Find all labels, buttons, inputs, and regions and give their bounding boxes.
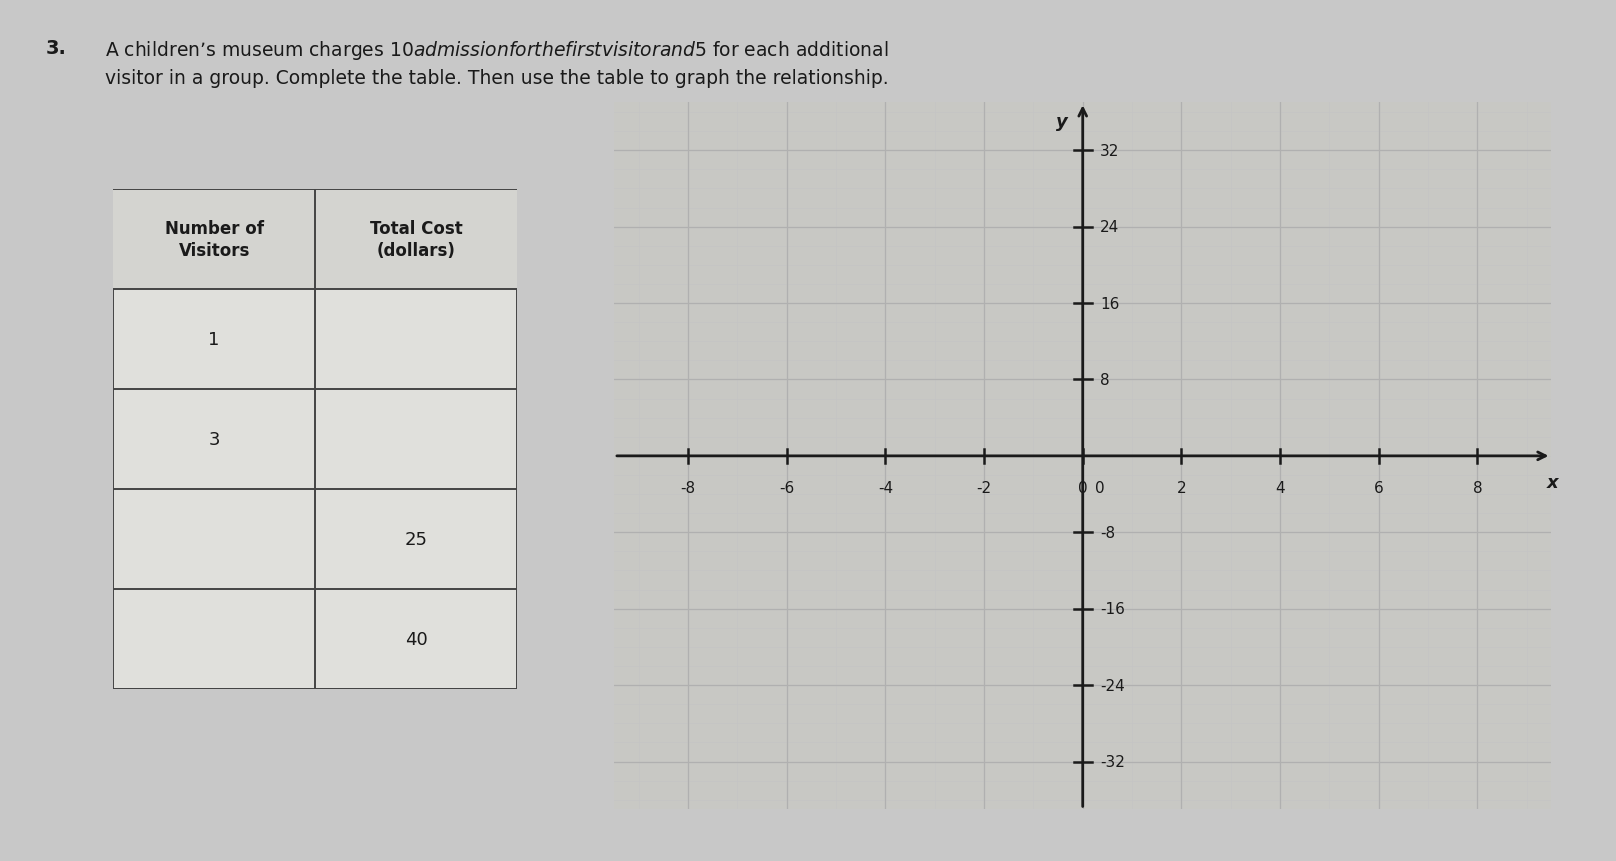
Text: -4: -4 — [877, 480, 894, 495]
Text: Total Cost
(dollars): Total Cost (dollars) — [370, 220, 462, 259]
Text: 2: 2 — [1176, 480, 1186, 495]
Text: 40: 40 — [404, 630, 428, 647]
Text: -6: -6 — [779, 480, 795, 495]
Text: 8: 8 — [1472, 480, 1482, 495]
Text: 32: 32 — [1100, 144, 1120, 158]
Text: 0: 0 — [1096, 480, 1105, 495]
Text: -8: -8 — [1100, 525, 1115, 540]
Text: -24: -24 — [1100, 678, 1125, 693]
Bar — [113, 189, 517, 289]
Text: x: x — [1547, 474, 1558, 492]
Text: 3: 3 — [208, 430, 220, 448]
Text: 25: 25 — [404, 530, 428, 548]
Text: -2: -2 — [976, 480, 992, 495]
Text: Number of
Visitors: Number of Visitors — [165, 220, 263, 259]
Text: 16: 16 — [1100, 296, 1120, 311]
Text: 0: 0 — [1078, 480, 1088, 495]
Text: 4: 4 — [1275, 480, 1285, 495]
Text: 8: 8 — [1100, 373, 1110, 387]
Text: -32: -32 — [1100, 754, 1125, 769]
Text: 1: 1 — [208, 331, 220, 348]
Text: -8: -8 — [680, 480, 695, 495]
Text: y: y — [1057, 113, 1068, 131]
Text: 6: 6 — [1374, 480, 1383, 495]
Text: -16: -16 — [1100, 602, 1125, 616]
Text: A children’s museum charges $10 admission for the first visitor and $5 for each : A children’s museum charges $10 admissio… — [105, 39, 889, 88]
Text: 3.: 3. — [45, 39, 66, 58]
Text: 24: 24 — [1100, 220, 1120, 235]
